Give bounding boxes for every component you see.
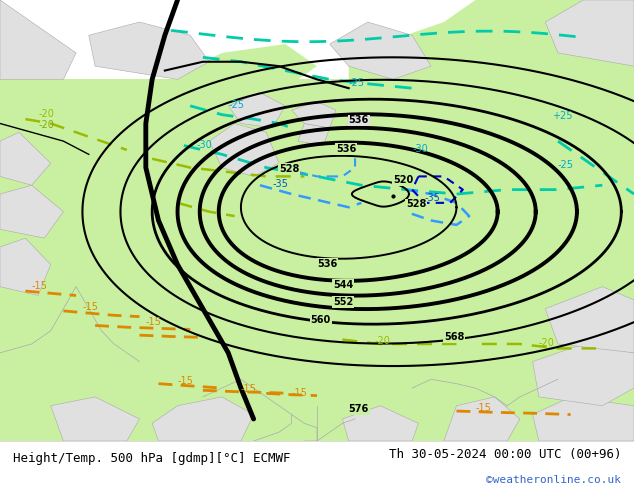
Text: -20: -20 [38,120,54,130]
Text: 576: 576 [349,404,369,415]
Polygon shape [533,344,634,406]
Polygon shape [209,123,279,176]
Bar [0,79,634,441]
Polygon shape [444,397,520,441]
Text: -25: -25 [349,78,365,88]
Text: -20: -20 [539,338,555,348]
Text: 528: 528 [406,199,426,209]
Polygon shape [178,44,317,97]
Text: +25: +25 [552,111,572,121]
Text: 536: 536 [317,259,337,269]
Text: -20: -20 [38,109,54,119]
Polygon shape [292,101,336,128]
Polygon shape [0,238,51,295]
Text: -30: -30 [197,140,212,150]
Text: 568: 568 [444,332,464,343]
Text: -15: -15 [241,384,257,393]
Polygon shape [228,93,285,128]
Polygon shape [342,406,418,441]
Text: 552: 552 [333,297,353,307]
Text: ©weatheronline.co.uk: ©weatheronline.co.uk [486,475,621,485]
Text: 536: 536 [336,144,356,154]
Text: -15: -15 [178,376,193,386]
Text: -15: -15 [476,403,491,413]
Text: -20: -20 [374,336,390,346]
Text: 560: 560 [311,315,331,325]
Text: -15: -15 [82,302,98,312]
Polygon shape [330,22,431,79]
Text: Height/Temp. 500 hPa [gdmp][°C] ECMWF: Height/Temp. 500 hPa [gdmp][°C] ECMWF [13,452,290,465]
Text: 520: 520 [393,175,413,185]
Text: -15: -15 [146,317,162,327]
Polygon shape [51,397,139,441]
Text: -35: -35 [273,179,288,190]
Polygon shape [0,132,51,185]
Text: 544: 544 [333,279,353,290]
Polygon shape [349,0,634,79]
Polygon shape [0,0,76,79]
Text: -15: -15 [292,388,307,398]
Polygon shape [298,123,330,146]
Polygon shape [545,0,634,66]
Polygon shape [152,397,254,441]
Text: -25: -25 [558,160,574,170]
Polygon shape [0,185,63,238]
Text: 536: 536 [349,116,369,125]
Polygon shape [533,397,634,441]
Text: 528: 528 [279,164,299,174]
Text: Th 30-05-2024 00:00 UTC (00+96): Th 30-05-2024 00:00 UTC (00+96) [389,448,621,461]
Polygon shape [545,287,634,353]
Polygon shape [89,22,209,79]
Text: -15: -15 [32,281,48,291]
Text: -25: -25 [228,100,244,110]
Text: -30: -30 [412,144,428,154]
Text: -35: -35 [425,193,441,203]
